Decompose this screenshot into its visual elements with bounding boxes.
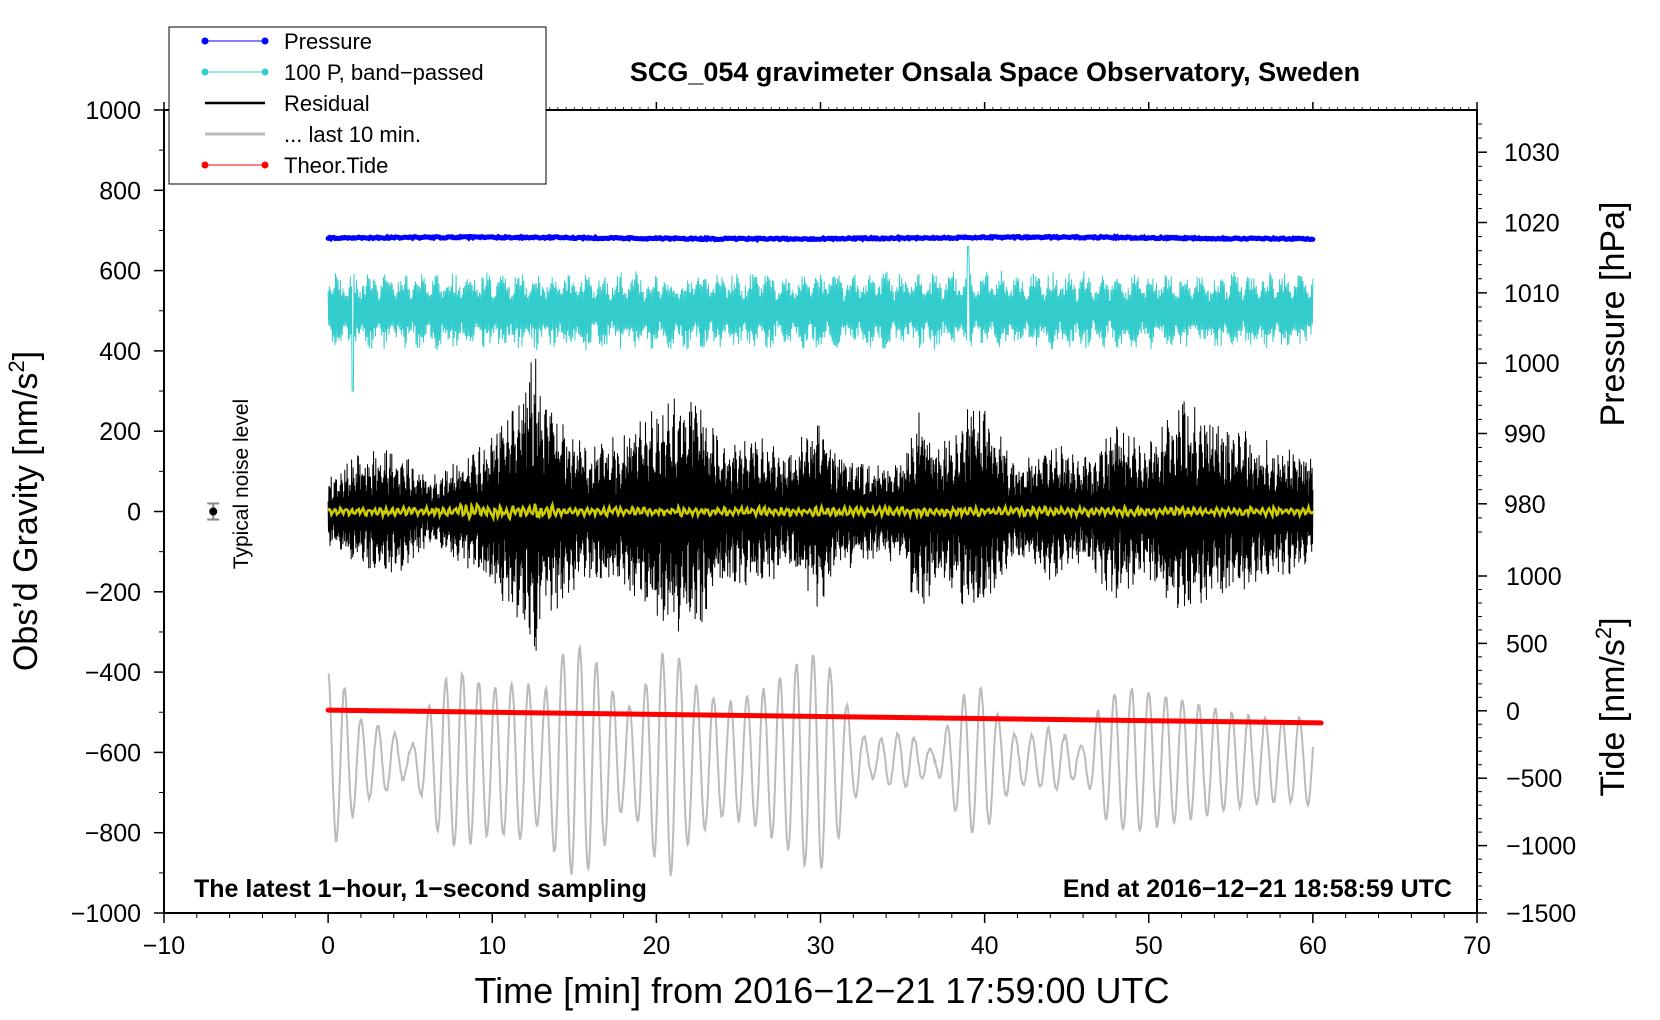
chart-title: SCG_054 gravimeter Onsala Space Observat… <box>630 57 1360 87</box>
legend-marker <box>201 161 209 169</box>
y-left-tick-label: 800 <box>99 177 141 205</box>
legend-marker <box>261 68 269 76</box>
y-axis-label-left-close: ] <box>7 351 45 360</box>
legend-label: Theor.Tide <box>284 153 388 178</box>
y-axis-label-tide-sup: 2 <box>1591 627 1616 639</box>
axes-layer: −10 0 10 20 30 40 50 60 7010008006004002000−200−… <box>71 97 1576 960</box>
y-axis-label-pressure: Pressure [hPa] <box>1594 202 1632 427</box>
noise-indicator <box>207 502 220 521</box>
legend-marker <box>261 37 269 45</box>
pressure-tick-label: 990 <box>1504 420 1546 448</box>
y-axis-label-tide-close: ] <box>1594 617 1632 626</box>
y-left-tick-label: 200 <box>99 418 141 446</box>
legend-label: Pressure <box>284 29 372 54</box>
annotation-bottom-left: The latest 1−hour, 1−second sampling <box>194 875 647 903</box>
pressure-tick-label: 1010 <box>1504 280 1560 308</box>
legend-marker <box>261 161 269 169</box>
x-tick-label: 50 <box>1135 932 1163 960</box>
series-band-passed <box>327 246 1314 392</box>
y-left-tick-label: 600 <box>99 258 141 286</box>
series-residual <box>327 358 1314 651</box>
y-axis-label-tide-text: Tide [nm/s <box>1594 639 1632 796</box>
y-left-tick-label: −1000 <box>71 900 141 928</box>
legend-marker <box>201 68 209 76</box>
pressure-tick-label: 1000 <box>1504 350 1560 378</box>
x-tick-label: 20 <box>642 932 670 960</box>
legend-label: 100 P, band−passed <box>284 60 484 85</box>
y-left-tick-label: 400 <box>99 338 141 366</box>
noise-label: Typical noise level <box>230 399 253 569</box>
x-tick-label: 30 <box>807 932 835 960</box>
tide-tick-label: 500 <box>1506 630 1548 658</box>
x-tick-label: 60 <box>1299 932 1327 960</box>
legend-label: ... last 10 min. <box>284 122 421 147</box>
pressure-tick-label: 980 <box>1504 491 1546 519</box>
tide-tick-label: 0 <box>1506 698 1520 726</box>
legend: Pressure 100 P, band−passed Residual ... la… <box>168 26 547 185</box>
series-theor-tide <box>325 707 1324 726</box>
tide-tick-label: −500 <box>1506 765 1562 793</box>
legend-marker <box>201 37 209 45</box>
x-tick-label: 70 <box>1463 932 1491 960</box>
legend-label: Residual <box>284 91 370 116</box>
x-tick-label: −10 <box>143 932 185 960</box>
tide-tick-label: −1500 <box>1506 900 1576 928</box>
y-left-tick-label: 1000 <box>85 97 141 125</box>
y-left-tick-label: −200 <box>85 579 141 607</box>
y-axis-label-left: Obs’d Gravity [nm/s2] <box>4 351 45 671</box>
data-layer <box>325 233 1324 877</box>
legend-box <box>168 26 547 185</box>
x-tick-label: 40 <box>971 932 999 960</box>
series-mean <box>327 500 1314 523</box>
pressure-tick-label: 1030 <box>1504 139 1560 167</box>
noise-point <box>209 507 218 516</box>
y-axis-label-left-sup: 2 <box>4 360 29 372</box>
y-axis-label-left-text: Obs’d Gravity [nm/s <box>7 373 45 672</box>
y-left-tick-label: −600 <box>85 739 141 767</box>
series-last-10-min <box>327 643 1314 877</box>
x-tick-label: 10 <box>478 932 506 960</box>
tide-tick-label: 1000 <box>1506 563 1562 591</box>
y-left-tick-label: −800 <box>85 820 141 848</box>
y-axis-label-tide: Tide [nm/s2] <box>1591 617 1632 796</box>
legend-items: Pressure 100 P, band−passed Residual ... la… <box>201 29 484 178</box>
series-pressure <box>325 233 1316 244</box>
annotation-bottom-right: End at 2016−12−21 18:58:59 UTC <box>1063 875 1452 903</box>
x-axis-label: Time [min] from 2016−12−21 17:59:00 UTC <box>474 970 1169 1011</box>
y-left-tick-label: 0 <box>127 499 141 527</box>
pressure-tick-label: 1020 <box>1504 210 1560 238</box>
tide-tick-label: −1000 <box>1506 833 1576 861</box>
y-left-tick-label: −400 <box>85 659 141 687</box>
x-tick-label: 0 <box>321 932 335 960</box>
